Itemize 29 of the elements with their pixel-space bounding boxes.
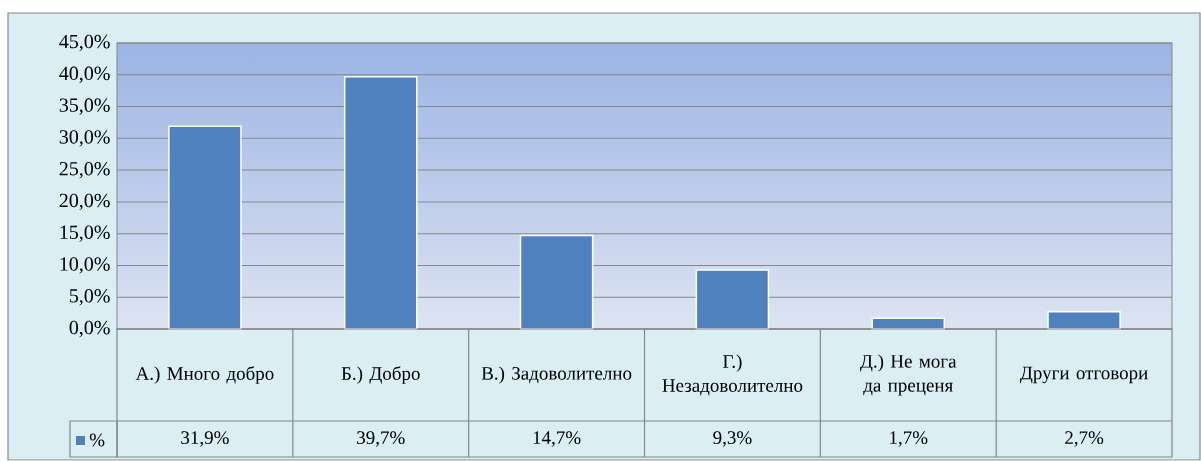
data-label: 9,3% bbox=[713, 431, 752, 447]
x-tick-label: Б.) Добро bbox=[341, 366, 420, 384]
y-tick-label: 15,0% bbox=[60, 225, 110, 242]
y-tick-label: 35,0% bbox=[59, 98, 110, 115]
x-tick-label: Д.) Не мога да преценя bbox=[860, 354, 957, 396]
x-tick-label: Други отговори bbox=[1020, 366, 1148, 384]
y-tick-label: 25,0% bbox=[59, 161, 110, 179]
y-tick-label: 45,0% bbox=[59, 34, 110, 52]
data-label: 39,7% bbox=[357, 431, 405, 447]
bar bbox=[871, 317, 946, 330]
y-tick-label: 10,0% bbox=[60, 257, 110, 274]
y-tick-label: 40,0% bbox=[59, 66, 110, 83]
data-label: 14,7% bbox=[533, 431, 581, 447]
x-tick-label: В.) Задоволително bbox=[481, 366, 632, 384]
data-label: 2,7% bbox=[1065, 431, 1104, 447]
bar bbox=[519, 234, 594, 330]
y-tick-label: 0,0% bbox=[69, 320, 110, 338]
bar bbox=[1047, 311, 1121, 330]
x-tick-label: А.) Много добро bbox=[135, 366, 274, 384]
data-label: 1,7% bbox=[890, 431, 928, 447]
y-tick-label: 30,0% bbox=[59, 130, 110, 147]
text: % bbox=[89, 433, 105, 447]
y-tick-label: 5,0% bbox=[69, 289, 110, 306]
bar bbox=[695, 269, 770, 330]
data-label: 31,9% bbox=[181, 431, 229, 447]
bar bbox=[343, 75, 418, 330]
y-tick-label: 20,0% bbox=[59, 193, 110, 211]
x-tick-label: Г.) Незадоволително bbox=[662, 354, 803, 396]
bar bbox=[168, 125, 242, 330]
